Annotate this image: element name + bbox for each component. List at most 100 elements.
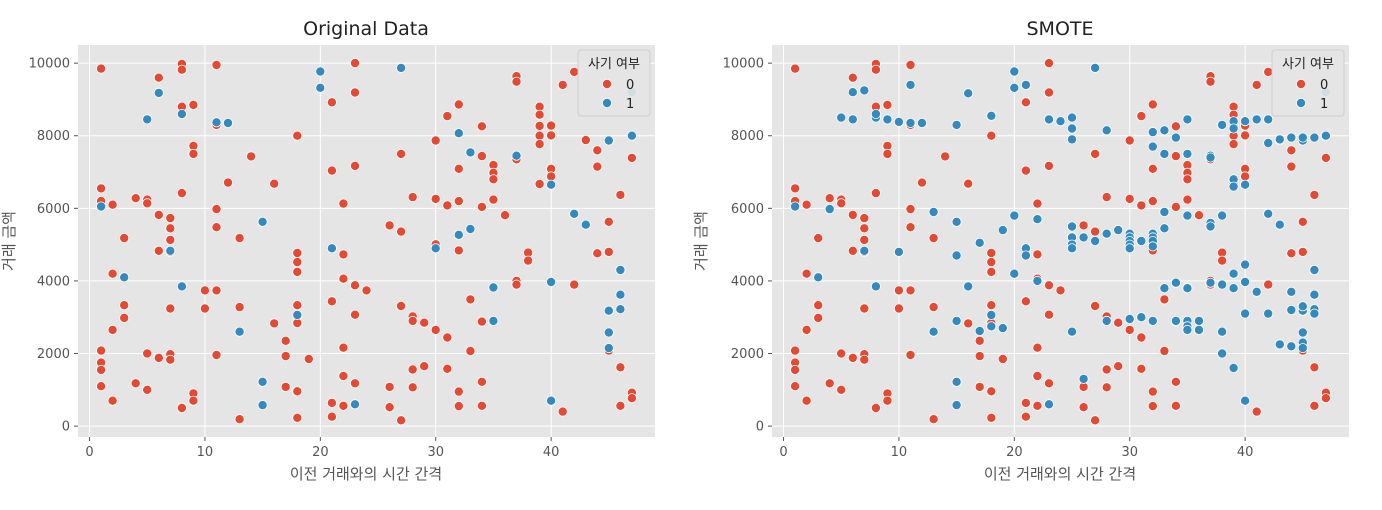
legend-label-1: 1 [626,97,634,112]
data-point-class-0 [153,72,164,83]
data-point-class-0 [107,268,118,279]
data-point-class-1 [986,110,997,121]
data-point-class-1 [615,289,626,300]
data-point-class-0 [847,245,858,256]
data-point-class-0 [338,400,349,411]
data-point-class-0 [1147,401,1158,412]
data-point-class-0 [986,412,997,423]
y-tick-label: 10000 [723,57,764,72]
data-point-class-0 [107,324,118,335]
data-point-class-0 [928,414,939,425]
data-point-class-0 [917,177,928,188]
data-point-class-1 [1320,130,1331,141]
data-point-class-1 [1286,286,1297,297]
y-tick-label: 0 [62,420,70,435]
data-point-class-0 [292,300,303,311]
data-point-class-0 [893,285,904,296]
data-point-class-0 [165,223,176,234]
data-point-class-1 [1182,283,1193,294]
data-point-class-0 [1020,411,1031,422]
data-point-class-0 [847,72,858,83]
data-point-class-0 [870,188,881,199]
data-point-class-1 [917,118,928,129]
data-point-class-1 [1182,210,1193,221]
data-point-class-0 [1101,364,1112,375]
data-point-class-0 [824,378,835,389]
data-point-class-1 [1217,279,1228,290]
data-point-class-0 [557,406,568,417]
data-point-class-0 [859,223,870,234]
data-point-class-0 [790,345,801,356]
data-point-class-0 [211,60,222,71]
data-point-class-0 [176,402,187,413]
points [790,58,1331,426]
data-point-class-0 [1020,397,1031,408]
data-point-class-1 [1182,114,1193,125]
data-point-class-0 [813,312,824,323]
data-point-class-1 [928,206,939,217]
data-point-class-0 [1297,246,1308,257]
data-point-class-0 [349,280,360,291]
data-point-class-1 [1090,62,1101,73]
data-point-class-0 [893,303,904,314]
y-tick-label: 2000 [37,347,70,362]
x-tick-label: 0 [85,445,93,460]
data-point-class-0 [1090,148,1101,159]
y-ticks: 0 2000 4000 6000 8000 10000 [723,57,772,435]
data-point-class-0 [859,303,870,314]
data-point-class-0 [211,285,222,296]
data-point-class-1 [974,237,985,248]
data-point-class-1 [603,327,614,338]
data-point-class-1 [615,304,626,315]
data-point-class-1 [1044,114,1055,125]
data-point-class-0 [292,412,303,423]
data-point-class-0 [280,351,291,362]
data-point-class-1 [430,243,441,254]
data-point-class-0 [1182,174,1193,185]
data-point-class-0 [1217,255,1228,266]
data-point-class-1 [1240,395,1251,406]
data-point-class-1 [1251,114,1262,125]
data-point-class-0 [1309,362,1320,373]
x-tick-label: 10 [197,445,214,460]
data-point-class-0 [813,300,824,311]
data-point-class-1 [1263,137,1274,148]
data-point-class-1 [119,272,130,283]
data-point-class-0 [107,395,118,406]
data-point-class-1 [1032,214,1043,225]
data-point-class-0 [534,130,545,141]
data-point-class-0 [1044,160,1055,171]
data-point-class-1 [951,119,962,130]
data-point-class-0 [905,60,916,71]
x-tick-label: 40 [1237,445,1254,460]
data-point-class-1 [1009,66,1020,77]
data-point-class-0 [997,353,1008,364]
legend-box [577,49,651,117]
data-point-class-1 [951,315,962,326]
data-point-class-1 [1297,327,1308,338]
data-point-class-0 [626,152,637,163]
data-point-class-1 [963,281,974,292]
data-point-class-0 [534,139,545,150]
data-point-class-0 [407,364,418,375]
data-point-class-0 [790,381,801,392]
data-point-class-0 [453,99,464,110]
data-point-class-0 [1147,196,1158,207]
data-point-class-0 [615,362,626,373]
data-point-class-0 [1113,361,1124,372]
data-point-class-0 [453,245,464,256]
data-point-class-0 [1240,130,1251,141]
data-point-class-0 [1078,220,1089,231]
data-point-class-0 [1044,309,1055,320]
data-point-class-0 [905,349,916,360]
data-point-class-0 [963,318,974,329]
data-point-class-0 [986,300,997,311]
data-point-class-1 [1170,132,1181,143]
data-point-class-1 [1124,313,1135,324]
data-point-class-0 [292,266,303,277]
data-point-class-1 [859,85,870,96]
data-point-class-1 [824,204,835,215]
data-point-class-0 [465,345,476,356]
data-point-class-1 [603,343,614,354]
data-point-class-1 [1217,348,1228,359]
